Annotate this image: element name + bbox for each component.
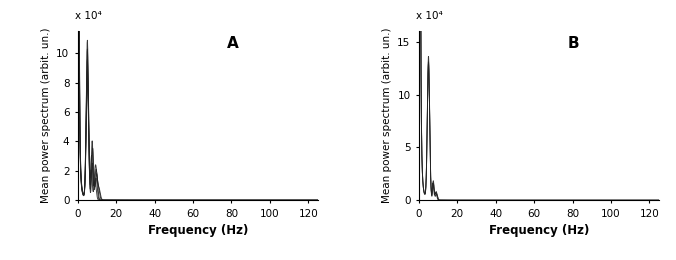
Y-axis label: Mean power spectrum (arbit. un.): Mean power spectrum (arbit. un.) [41,28,51,203]
Text: B: B [568,36,579,51]
Text: x 10⁴: x 10⁴ [75,11,102,21]
Text: x 10⁴: x 10⁴ [416,11,443,21]
Y-axis label: Mean power spectrum (arbit. un.): Mean power spectrum (arbit. un.) [382,28,391,203]
X-axis label: Frequency (Hz): Frequency (Hz) [489,224,589,237]
Text: A: A [226,36,239,51]
X-axis label: Frequency (Hz): Frequency (Hz) [147,224,248,237]
